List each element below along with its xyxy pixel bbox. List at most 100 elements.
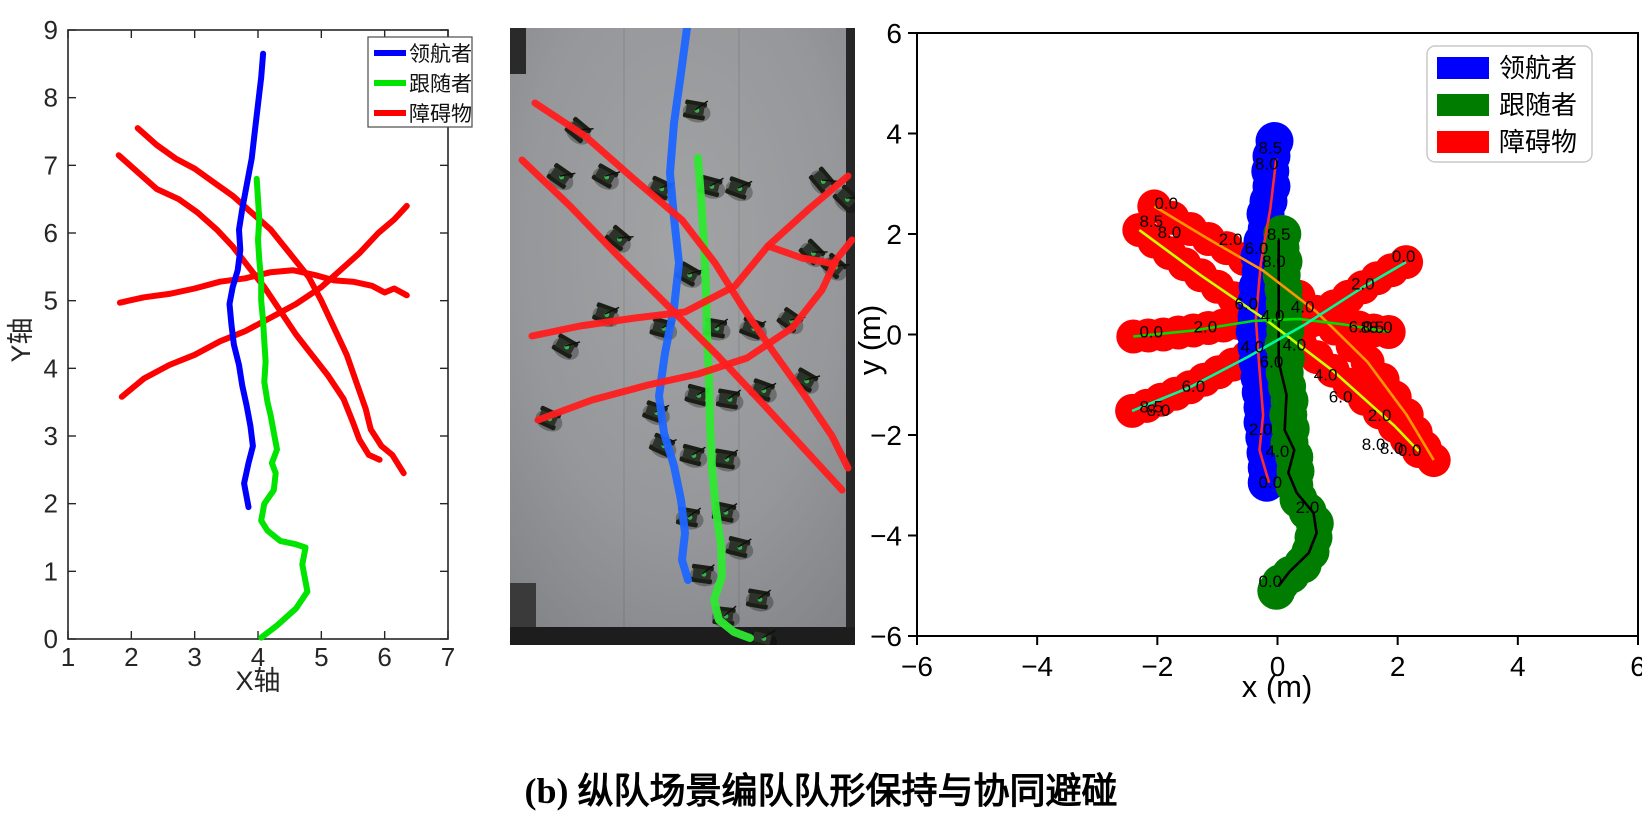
- time-annotation: 0.0: [1392, 247, 1416, 266]
- robot-marker: [546, 163, 576, 191]
- robot-antenna: [701, 564, 715, 575]
- time-annotation: 4.0: [1282, 336, 1306, 355]
- robot-marker: [749, 626, 778, 645]
- time-annotation: 8.0: [1262, 252, 1286, 271]
- legend-swatch-1: [1437, 57, 1489, 79]
- robot-track: [712, 461, 735, 470]
- time-annotation: 4.0: [1240, 338, 1264, 357]
- robot-track: [648, 444, 670, 458]
- robot-marker: [725, 176, 753, 202]
- robot-antenna: [761, 382, 777, 391]
- robot-antenna: [821, 179, 838, 183]
- robot-marker: [689, 563, 718, 587]
- y-tick-label: 1: [44, 556, 58, 586]
- y-tick-label: 2: [886, 219, 902, 250]
- y-tick-label: 5: [44, 286, 58, 316]
- robot-marker: [832, 184, 855, 213]
- obstacle-trace-4: [534, 236, 855, 424]
- robot-track: [682, 112, 705, 121]
- time-annotation: 8.5: [1258, 139, 1282, 158]
- robot-track: [551, 344, 572, 359]
- time-annotation: 8.0: [1158, 223, 1182, 242]
- photo-edge-shadow: [846, 28, 855, 645]
- time-annotation: 2.0: [1351, 274, 1375, 293]
- obstacle-4-reference-line: [1131, 260, 1407, 413]
- robot-track: [642, 412, 664, 424]
- obstacle-3-reference-line: [1133, 317, 1389, 338]
- robot-antenna: [737, 180, 753, 189]
- right-x-axis-label: x (m): [1242, 669, 1313, 704]
- time-annotation: 4.0: [1266, 442, 1290, 461]
- robot-antenna: [617, 235, 634, 239]
- time-annotation: 8.5: [1139, 212, 1163, 231]
- y-tick-label: 6: [886, 18, 902, 49]
- robot-track: [591, 174, 612, 189]
- robot-antenna: [804, 375, 821, 381]
- robot-marker: [591, 163, 621, 190]
- y-tick-label: 9: [44, 15, 58, 45]
- robot-track: [725, 548, 748, 558]
- legend-label-1: 领航者: [1499, 53, 1577, 83]
- obstacle-trace-1: [531, 99, 852, 472]
- x-tick-label: 4: [251, 642, 265, 672]
- follower-series: [253, 175, 311, 641]
- y-tick-label: 2: [44, 489, 58, 519]
- time-annotation: 8.0: [1380, 439, 1404, 458]
- robot-marker: [684, 383, 713, 408]
- robot-track: [684, 396, 707, 407]
- time-annotation: 8.5: [1267, 225, 1291, 244]
- x-tick-label: 3: [187, 642, 201, 672]
- y-tick-label: −4: [870, 521, 902, 552]
- leader-series: [226, 50, 267, 511]
- time-annotation: 2.0: [1296, 498, 1320, 517]
- y-tick-label: 4: [886, 119, 902, 150]
- time-annotation: 8.5: [1361, 318, 1385, 337]
- time-annotation: 4.0: [1261, 306, 1285, 325]
- figure-caption: (b) 纵队场景编队队形保持与协同避碰: [524, 771, 1118, 811]
- legend-swatch-2: [1437, 94, 1489, 116]
- time-annotation: 2.0: [1194, 318, 1218, 337]
- follower-trace: [694, 154, 754, 642]
- y-tick-label: 4: [44, 353, 58, 383]
- time-annotation: 6.0: [1234, 294, 1258, 313]
- y-tick-label: 3: [44, 421, 58, 451]
- x-tick-label: 1: [61, 642, 75, 672]
- time-annotation: 2.0: [1219, 230, 1243, 249]
- robot-antenna: [723, 605, 737, 617]
- robot-track: [808, 174, 826, 194]
- obstacle-4-series: [115, 152, 383, 463]
- time-annotation: 0.0: [1258, 572, 1282, 591]
- legend-label-2: 跟随者: [409, 73, 472, 96]
- x-tick-label: 0: [1270, 651, 1286, 682]
- trajectory-overlays: [518, 28, 855, 642]
- robot-track: [715, 401, 738, 410]
- follower-dot-chain: [1257, 215, 1334, 610]
- legend-label-3: 障碍物: [409, 103, 472, 126]
- obstacle-3-series: [134, 125, 407, 477]
- photo-bottom-shadow: [510, 627, 855, 645]
- x-tick-label: 4: [1510, 651, 1526, 682]
- robot-track: [832, 193, 851, 212]
- leader-dot: [1247, 463, 1286, 502]
- x-tick-label: 7: [441, 642, 455, 672]
- robot-antenna: [564, 341, 581, 347]
- y-tick-label: 6: [44, 218, 58, 248]
- photo-corner-shadow: [510, 28, 526, 74]
- robot-track: [739, 328, 761, 340]
- follower-dot: [1257, 571, 1296, 610]
- robot-antenna: [714, 318, 729, 329]
- robot-marker: [712, 448, 741, 472]
- robot-track: [604, 234, 624, 252]
- time-annotation: 4.0: [1314, 366, 1338, 385]
- robot-antenna: [737, 538, 752, 548]
- robot-antenna: [604, 171, 621, 177]
- time-annotation: 0.0: [1154, 194, 1178, 213]
- robot-track: [690, 576, 713, 585]
- robot-marker: [715, 388, 744, 412]
- y-tick-label: 8: [44, 83, 58, 113]
- robot-antenna: [559, 172, 576, 177]
- x-tick-label: 2: [124, 642, 138, 672]
